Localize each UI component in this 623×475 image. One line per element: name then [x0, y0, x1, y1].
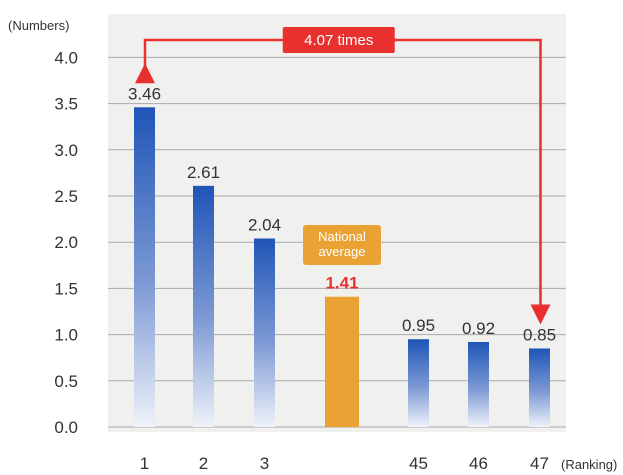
bar-value-label: 0.92	[462, 319, 495, 338]
bar-value-label: 0.85	[523, 325, 556, 344]
bar-rank-2	[193, 185, 214, 427]
y-tick-label: 2.0	[54, 233, 78, 252]
national-average-badge-text: average	[319, 244, 366, 259]
x-axis-unit-label: (Ranking)	[561, 457, 617, 472]
y-tick-label: 2.5	[54, 187, 78, 206]
x-tick-label: 46	[469, 454, 488, 473]
x-tick-label: 2	[199, 454, 208, 473]
bar-value-label: 0.95	[402, 316, 435, 335]
bar-rank-45	[408, 339, 429, 427]
ratio-badge-text: 4.07 times	[304, 32, 373, 49]
y-tick-label: 1.5	[54, 279, 78, 298]
bar-value-label: 1.41	[325, 274, 358, 293]
bar-value-label: 2.61	[187, 163, 220, 182]
y-tick-label: 3.5	[54, 95, 78, 114]
bar-value-label: 3.46	[128, 84, 161, 103]
x-axis: 1 2 3 45 46 47	[140, 454, 549, 473]
y-tick-label: 3.0	[54, 141, 78, 160]
x-tick-label: 1	[140, 454, 149, 473]
x-tick-label: 47	[530, 454, 549, 473]
ratio-badge	[282, 27, 395, 53]
y-axis: 0.0 0.5 1.0 1.5 2.0 2.5 3.0 3.5 4.0	[54, 48, 78, 437]
bar-rank-47	[529, 348, 550, 427]
bar-rank-3	[254, 238, 275, 427]
x-tick-label: 3	[260, 454, 269, 473]
ratio-callout: 4.07 times	[135, 27, 551, 325]
national-average-badge-text: National	[318, 229, 366, 244]
y-tick-label: 4.0	[54, 48, 78, 67]
y-tick-label: 0.5	[54, 372, 78, 391]
bar-rank-1	[134, 107, 155, 428]
y-tick-label: 1.0	[54, 326, 78, 345]
bar-rank-46	[468, 341, 489, 427]
y-axis-unit-label: (Numbers)	[8, 18, 69, 33]
bar-national-average	[325, 296, 359, 427]
bar-value-label: 2.04	[248, 216, 281, 235]
x-tick-label: 45	[409, 454, 428, 473]
y-tick-label: 0.0	[54, 418, 78, 437]
